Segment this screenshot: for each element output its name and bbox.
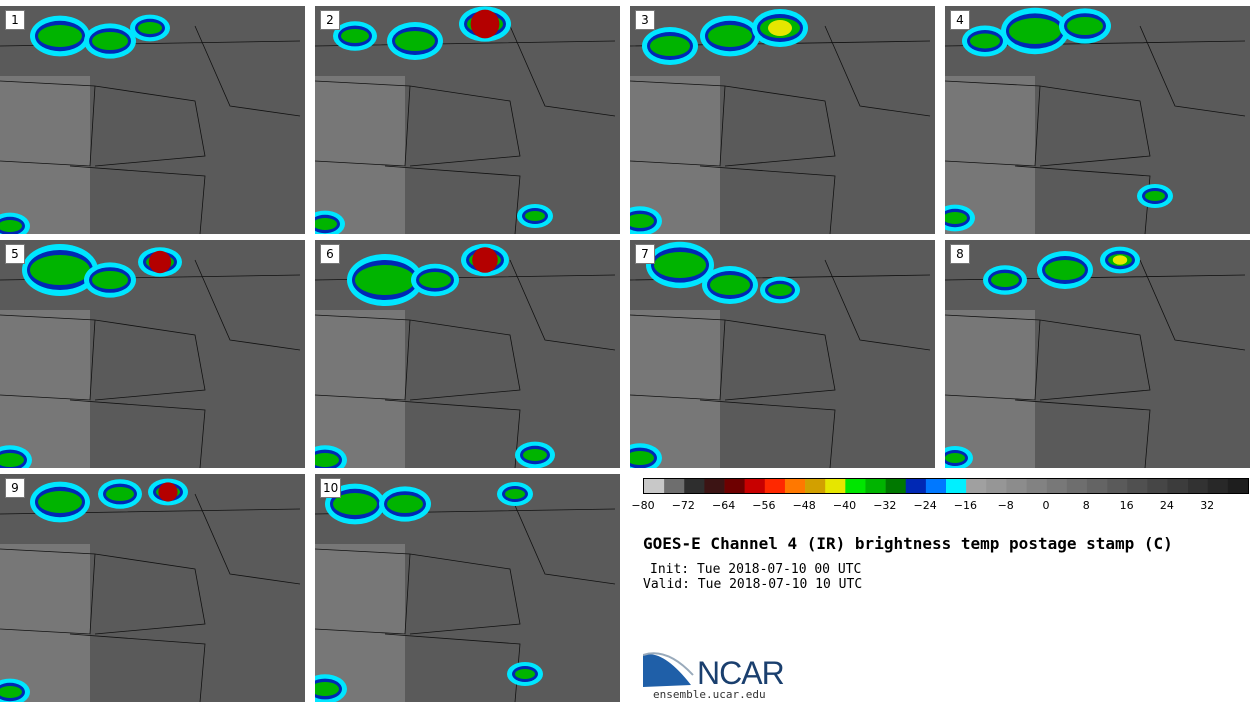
- colorbar-swatch: [664, 479, 685, 493]
- map-background: [0, 6, 305, 234]
- panel-label: 7: [635, 244, 655, 264]
- map-background: [945, 240, 1250, 468]
- panel-label: 2: [320, 10, 340, 30]
- panel-label: 3: [635, 10, 655, 30]
- colorbar-swatch: [1006, 479, 1027, 493]
- colorbar-swatch: [1127, 479, 1148, 493]
- colorbar-swatch: [885, 479, 907, 493]
- map-panel-2: 2: [315, 6, 620, 234]
- colorbar-swatch: [1046, 479, 1068, 493]
- colorbar-swatch: [905, 479, 927, 493]
- colorbar-tick-label: −48: [792, 499, 816, 512]
- colorbar-swatch: [704, 479, 725, 493]
- map-background: [630, 6, 935, 234]
- colorbar-tick-label: −24: [913, 499, 937, 512]
- colorbar-tick-label: −64: [711, 499, 736, 512]
- colorbar-swatch: [1066, 479, 1088, 493]
- colorbar-tick-label: 24: [1159, 499, 1174, 512]
- map-background: [315, 6, 620, 234]
- colorbar-tick-label: −80: [631, 499, 655, 512]
- colorbar-swatch: [845, 479, 866, 493]
- colorbar-swatch: [966, 479, 987, 493]
- colorbar-swatch: [1187, 479, 1209, 493]
- map-panel-3: 3: [630, 6, 935, 234]
- colorbar-tick-label: −40: [832, 499, 857, 512]
- colorbar-tick-label: −32: [873, 499, 897, 512]
- colorbar: [643, 478, 1249, 494]
- colorbar-swatch: [724, 479, 745, 493]
- init-time: Init: Tue 2018-07-10 00 UTC: [650, 562, 862, 577]
- colorbar-tick-label: −8: [997, 499, 1014, 512]
- colorbar-swatch: [865, 479, 886, 493]
- panel-label: 6: [320, 244, 340, 264]
- colorbar-tick-label: 0: [1042, 499, 1050, 512]
- colorbar-swatch: [1086, 479, 1108, 493]
- colorbar-swatch: [744, 479, 766, 493]
- map-panel-4: 4: [945, 6, 1250, 234]
- colorbar-swatch: [644, 479, 665, 493]
- colorbar-tick-label: 32: [1200, 499, 1215, 512]
- colorbar-swatch: [684, 479, 705, 493]
- panel-label: 9: [5, 478, 25, 498]
- panel-label: 4: [950, 10, 970, 30]
- colorbar-tick-label: 8: [1082, 499, 1090, 512]
- colorbar-tick-label: 16: [1119, 499, 1134, 512]
- figure-title: GOES-E Channel 4 (IR) brightness temp po…: [643, 534, 1173, 553]
- map-panel-6: 6: [315, 240, 620, 468]
- colorbar-swatch: [1227, 479, 1249, 493]
- map-background: [630, 240, 935, 468]
- map-panel-7: 7: [630, 240, 935, 468]
- colorbar-swatch: [1107, 479, 1128, 493]
- panel-label: 8: [950, 244, 970, 264]
- panel-label: 10: [320, 478, 342, 498]
- colorbar-tick-label: −72: [671, 499, 695, 512]
- map-panel-8: 8: [945, 240, 1250, 468]
- map-background: [0, 474, 305, 702]
- map-background: [0, 240, 305, 468]
- source-url: ensemble.ucar.edu: [653, 688, 766, 701]
- map-panel-10: 10: [315, 474, 620, 702]
- ncar-logo-text: NCAR: [697, 655, 785, 691]
- colorbar-swatch: [1147, 479, 1168, 493]
- colorbar-swatch: [764, 479, 786, 493]
- colorbar-swatch: [825, 479, 846, 493]
- map-background: [945, 6, 1250, 234]
- map-panel-9: 9: [0, 474, 305, 702]
- colorbar-swatch: [1167, 479, 1188, 493]
- panel-label: 5: [5, 244, 25, 264]
- valid-time: Valid: Tue 2018-07-10 10 UTC: [643, 577, 863, 592]
- colorbar-swatch: [986, 479, 1007, 493]
- panel-label: 1: [5, 10, 25, 30]
- colorbar-swatch: [946, 479, 967, 493]
- map-background: [315, 474, 620, 702]
- colorbar-swatch: [805, 479, 826, 493]
- map-panel-5: 5: [0, 240, 305, 468]
- map-panel-1: 1: [0, 6, 305, 234]
- map-background: [315, 240, 620, 468]
- colorbar-tick-label: −16: [953, 499, 977, 512]
- colorbar-swatch: [784, 479, 806, 493]
- colorbar-tick-label: −56: [752, 499, 776, 512]
- colorbar-swatch: [1207, 479, 1229, 493]
- colorbar-swatch: [1026, 479, 1047, 493]
- ncar-logo-icon: [643, 652, 694, 687]
- colorbar-swatch: [925, 479, 947, 493]
